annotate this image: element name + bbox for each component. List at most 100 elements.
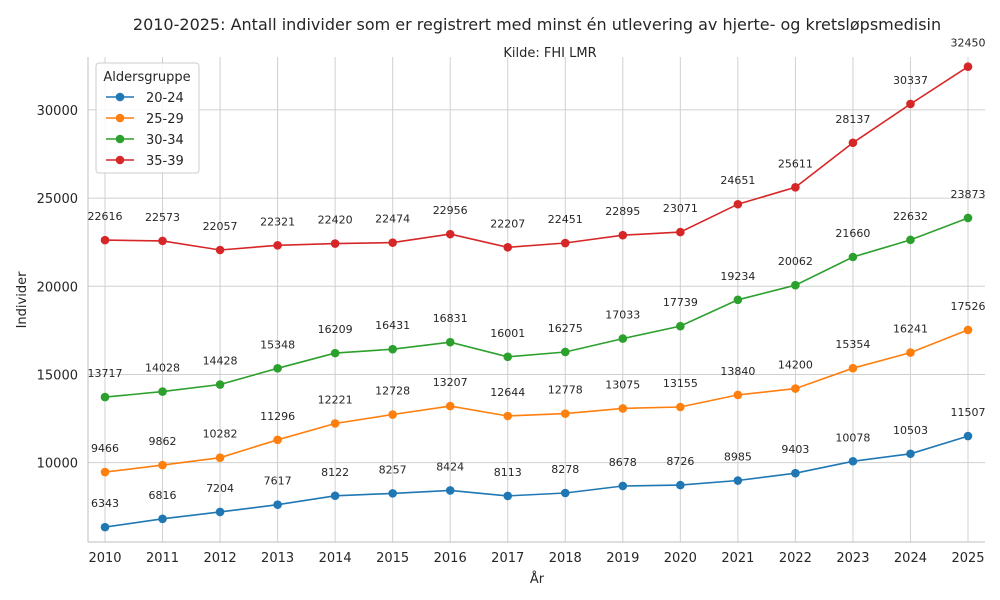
legend-marker: [115, 92, 125, 102]
data-point-25-29: [963, 325, 973, 335]
data-point-20-24: [848, 456, 858, 466]
data-label-25-29: 13155: [663, 377, 698, 390]
x-tick-label: 2022: [779, 551, 812, 566]
data-point-20-24: [676, 480, 685, 490]
x-tick-label: 2021: [721, 551, 754, 566]
data-label-30-34: 17033: [605, 309, 640, 322]
data-point-30-34: [330, 348, 340, 358]
x-tick-label: 2025: [951, 551, 984, 566]
data-label-35-39: 22420: [318, 214, 353, 227]
data-point-25-29: [215, 453, 225, 462]
data-point-35-39: [445, 229, 455, 239]
data-label-30-34: 17739: [663, 296, 698, 309]
data-label-30-34: 16001: [490, 327, 525, 340]
data-label-20-24: 6816: [149, 489, 177, 502]
data-label-30-34: 16275: [548, 322, 583, 335]
data-point-20-24: [503, 491, 513, 501]
series-line-35-39: [104, 66, 969, 251]
data-point-25-29: [158, 460, 167, 470]
legend-item-20-24: 20-24: [106, 91, 184, 106]
data-point-25-29: [503, 411, 513, 421]
grid: [88, 57, 985, 542]
data-point-30-34: [388, 344, 397, 354]
data-point-25-29: [676, 402, 685, 412]
data-label-30-34: 15348: [260, 338, 295, 351]
data-point-30-34: [676, 321, 685, 331]
data-label-25-29: 12728: [375, 385, 410, 398]
data-label-30-34: 16431: [375, 319, 410, 332]
data-label-20-24: 8424: [436, 460, 464, 473]
data-label-20-24: 8257: [379, 463, 407, 476]
data-label-30-34: 16831: [433, 312, 468, 325]
data-point-25-29: [560, 409, 570, 418]
legend-items: 20-24 25-29 30-34 35-39: [106, 91, 184, 169]
data-point-30-34: [733, 295, 743, 305]
data-label-35-39: 28137: [835, 113, 870, 126]
data-point-25-29: [273, 435, 282, 445]
data-label-35-39: 24651: [720, 174, 755, 187]
data-point-25-29: [733, 390, 743, 400]
data-point-30-34: [618, 334, 628, 343]
data-label-30-34: 20062: [778, 255, 813, 268]
x-axis-ticks: 2010 2011 2012 2013 2014 2015 2016 2017 2018 2019…: [88, 551, 984, 566]
data-point-20-24: [618, 481, 628, 491]
data-label-30-34: 14028: [145, 362, 180, 375]
data-label-30-34: 13717: [88, 367, 123, 380]
data-label-30-34: 21660: [835, 227, 870, 240]
data-point-35-39: [158, 236, 167, 246]
data-point-35-39: [906, 99, 915, 109]
data-point-25-29: [618, 404, 628, 413]
x-tick-label: 2020: [664, 551, 697, 566]
data-point-25-29: [445, 401, 455, 411]
data-label-20-24: 11507: [951, 406, 986, 419]
data-label-20-24: 7204: [206, 482, 234, 495]
x-tick-label: 2023: [836, 551, 869, 566]
data-label-20-24: 9403: [781, 443, 809, 456]
data-label-30-34: 14428: [203, 355, 238, 368]
data-point-35-39: [676, 227, 685, 237]
data-point-25-29: [791, 384, 800, 393]
data-label-20-24: 8278: [551, 463, 579, 476]
legend-label: 30-34: [146, 133, 184, 148]
legend-label: 35-39: [146, 154, 184, 169]
data-label-35-39: 22616: [88, 210, 123, 223]
data-point-30-34: [560, 347, 570, 357]
chart-subtitle: Kilde: FHI LMR: [503, 46, 596, 61]
data-label-20-24: 7617: [264, 475, 292, 488]
chart-title: 2010-2025: Antall individer som er regis…: [133, 15, 941, 34]
data-label-35-39: 22956: [433, 204, 468, 217]
data-point-35-39: [100, 235, 110, 245]
y-axis-ticks: 10000 15000 20000 25000 30000: [37, 104, 78, 472]
axes-spines: [87, 57, 985, 543]
data-label-25-29: 14200: [778, 359, 813, 372]
x-tick-label: 2014: [319, 551, 352, 566]
data-point-35-39: [848, 138, 858, 148]
data-label-30-34: 19234: [720, 270, 755, 283]
data-point-30-34: [100, 392, 110, 402]
data-point-30-34: [503, 352, 513, 362]
x-tick-label: 2024: [894, 551, 927, 566]
data-point-20-24: [330, 491, 340, 501]
data-label-25-29: 13075: [605, 378, 640, 391]
data-label-35-39: 22057: [203, 220, 238, 233]
data-label-35-39: 22573: [145, 211, 180, 224]
legend-item-30-34: 30-34: [106, 133, 184, 148]
y-tick-label: 30000: [37, 104, 78, 119]
data-point-35-39: [963, 62, 973, 71]
data-label-25-29: 17526: [951, 300, 986, 313]
data-label-25-29: 12644: [490, 386, 525, 399]
data-point-20-24: [906, 449, 915, 459]
data-point-35-39: [388, 238, 397, 247]
x-axis-label: År: [530, 571, 545, 587]
data-point-30-34: [906, 235, 915, 245]
legend: Aldersgruppe 20-24 25-29 30-34 35-39: [95, 62, 200, 174]
series-line-20-24: [104, 435, 969, 528]
data-label-30-34: 22632: [893, 210, 928, 223]
data-point-30-34: [445, 337, 455, 347]
x-tick-label: 2012: [204, 551, 237, 566]
data-point-35-39: [503, 243, 513, 252]
data-label-20-24: 10503: [893, 424, 928, 437]
data-point-20-24: [963, 431, 973, 441]
data-point-20-24: [733, 476, 743, 485]
